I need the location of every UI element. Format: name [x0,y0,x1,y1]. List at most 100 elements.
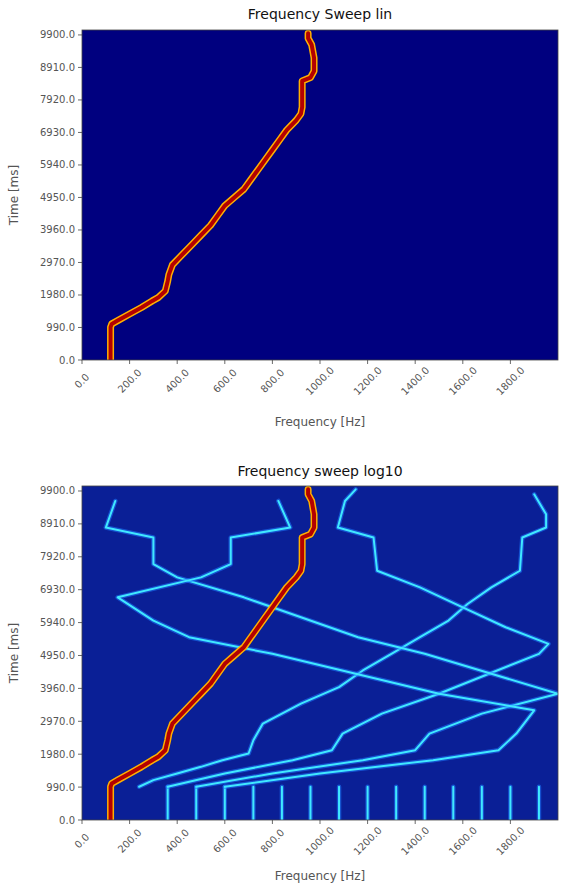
x-tick-label: 200.0 [116,367,144,395]
y-tick [78,655,82,656]
line [106,501,558,787]
chart-title: Frequency sweep log10 [237,463,402,479]
y-tick-label: 6930.0 [40,584,75,595]
x-tick-label: 1200.0 [351,825,384,858]
y-tick-label: 1980.0 [40,749,75,760]
x-tick [510,360,511,364]
y-axis-title: Time [ms] [7,165,21,227]
y-tick-label: 5940.0 [40,617,75,628]
x-tick [82,360,83,364]
line [118,501,535,787]
x-tick [462,820,463,824]
y-tick [78,721,82,722]
line [168,787,539,820]
y-tick-label: 990.0 [46,782,75,793]
y-tick [78,622,82,623]
x-tick-label: 1200.0 [351,365,384,398]
y-tick-label: 7920.0 [40,551,75,562]
x-tick-label: 1600.0 [447,365,480,398]
y-tick [78,197,82,198]
y-tick-label: 2970.0 [40,257,75,268]
y-tick [78,229,82,230]
plot-frame [82,486,558,820]
x-tick [224,820,225,824]
x-tick [224,360,225,364]
x-tick [367,820,368,824]
y-tick-label: 8910.0 [40,62,75,73]
y-tick-label: 9900.0 [40,485,75,496]
y-tick [78,754,82,755]
x-tick-label: 200.0 [116,827,144,855]
plot-background [82,486,558,820]
y-tick-label: 1980.0 [40,289,75,300]
x-tick-label: 1800.0 [494,365,527,398]
line-glow [106,501,558,787]
data-layer [106,489,558,820]
x-axis-title: Frequency [Hz] [275,415,366,429]
line-glow [168,787,539,820]
data-layer [111,33,314,360]
x-tick [415,820,416,824]
x-tick [177,360,178,364]
y-tick-label: 2970.0 [40,716,75,727]
y-tick-label: 4950.0 [40,192,75,203]
panel: Frequency sweep log10 0.0 990.0 1980.0 2970.… [7,463,558,883]
line-glow [118,501,535,787]
y-tick [78,556,82,557]
y-tick-label: 0.0 [59,355,75,366]
y-tick-label: 990.0 [46,322,75,333]
line-glow [111,33,314,360]
x-tick [367,360,368,364]
x-tick-label: 1600.0 [447,825,480,858]
x-tick-label: 0.0 [72,371,91,390]
x-tick-label: 600.0 [211,367,239,395]
x-tick-label: 400.0 [163,827,191,855]
y-tick [78,262,82,263]
x-tick-label: 1400.0 [399,365,432,398]
y-tick-label: 3960.0 [40,224,75,235]
x-tick [177,820,178,824]
panel: Frequency Sweep lin 0.0 990.0 1980.0 2970.0 3… [7,6,558,429]
x-tick-label: 800.0 [258,827,286,855]
x-tick [82,820,83,824]
y-tick-label: 7920.0 [40,94,75,105]
y-tick [78,820,82,821]
y-tick [78,688,82,689]
line [111,489,314,820]
x-tick-label: 800.0 [258,367,286,395]
y-tick [78,360,82,361]
y-tick [78,490,82,491]
y-tick-label: 9900.0 [40,29,75,40]
x-axis-title: Frequency [Hz] [275,869,366,883]
y-tick [78,67,82,68]
y-tick [78,523,82,524]
x-tick [415,360,416,364]
figure: Frequency Sweep lin 0.0 990.0 1980.0 2970.0 3… [0,0,566,891]
line [111,33,314,360]
y-tick-label: 3960.0 [40,683,75,694]
x-tick-label: 0.0 [72,831,91,850]
x-tick [320,820,321,824]
y-axis-title: Time [ms] [7,623,21,685]
x-tick [129,820,130,824]
x-tick-label: 600.0 [211,827,239,855]
x-tick-label: 1000.0 [304,825,337,858]
y-tick [78,327,82,328]
y-tick-label: 8910.0 [40,518,75,529]
x-tick-label: 1800.0 [494,825,527,858]
y-tick [78,34,82,35]
y-tick-label: 4950.0 [40,650,75,661]
x-tick [320,360,321,364]
y-tick-label: 0.0 [59,815,75,826]
y-tick-label: 5940.0 [40,159,75,170]
x-tick-label: 400.0 [163,367,191,395]
y-tick [78,164,82,165]
x-tick [272,360,273,364]
line-glow [111,489,314,820]
x-tick [510,820,511,824]
y-tick [78,589,82,590]
y-tick [78,99,82,100]
x-tick-label: 1000.0 [304,365,337,398]
x-tick [272,820,273,824]
chart-title: Frequency Sweep lin [248,6,392,22]
